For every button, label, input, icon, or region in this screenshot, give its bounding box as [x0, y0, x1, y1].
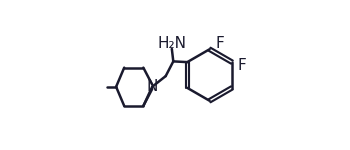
Text: H₂N: H₂N	[158, 36, 186, 51]
Text: F: F	[238, 58, 246, 73]
Text: F: F	[216, 36, 224, 51]
Text: N: N	[147, 79, 158, 94]
